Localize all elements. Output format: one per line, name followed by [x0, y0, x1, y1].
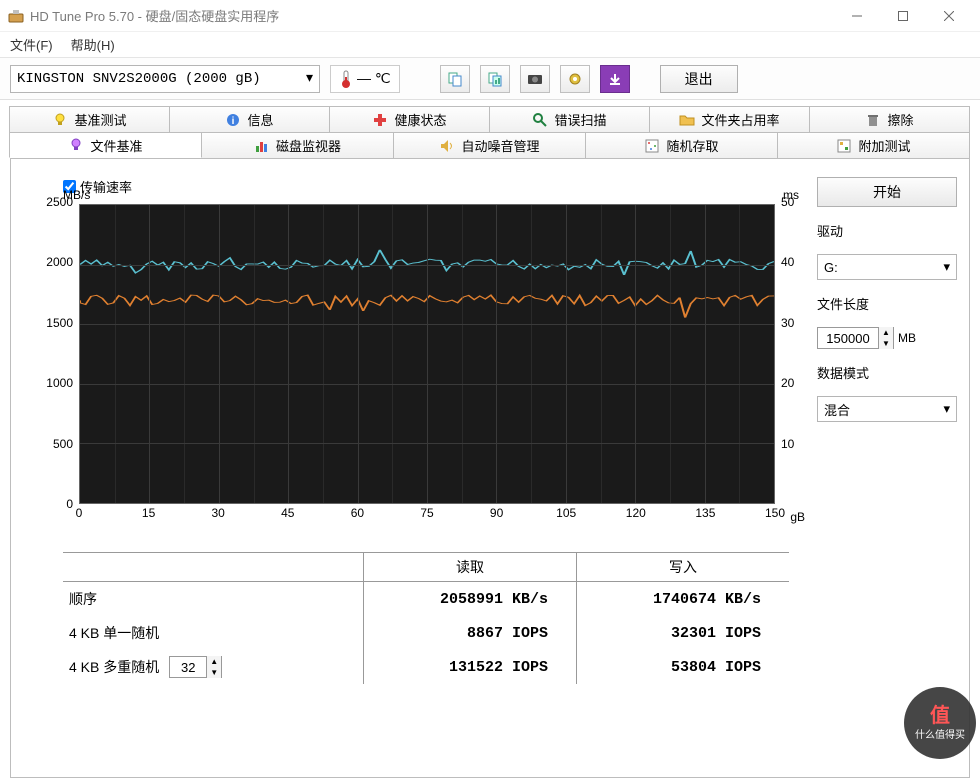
menu-help[interactable]: 帮助(H) [71, 35, 115, 54]
result-row: 4 KB 多重随机▲▼131522 IOPS53804 IOPS [63, 650, 789, 684]
results-header-read: 读取 [363, 553, 576, 581]
x-tick: 0 [76, 506, 83, 520]
chevron-down-icon: ▾ [943, 401, 950, 417]
queue-depth-input[interactable] [170, 660, 206, 675]
close-button[interactable] [926, 0, 972, 32]
settings-button[interactable] [560, 65, 590, 93]
y-left-tick: 1000 [46, 376, 73, 390]
thermometer-icon [339, 69, 353, 89]
tab-文件夹占用率[interactable]: 文件夹占用率 [649, 106, 810, 132]
y-right-tick: 50 [781, 195, 794, 209]
menubar: 文件(F) 帮助(H) [0, 32, 980, 58]
tab-错误扫描[interactable]: 错误扫描 [489, 106, 650, 132]
results-header-write: 写入 [576, 553, 789, 581]
x-tick: 120 [626, 506, 646, 520]
x-tick: 105 [556, 506, 576, 520]
x-tick: 75 [420, 506, 433, 520]
tab-基准测试[interactable]: 基准测试 [9, 106, 170, 132]
titlebar: HD Tune Pro 5.70 - 硬盘/固态硬盘实用程序 [0, 0, 980, 32]
y-left-tick: 0 [66, 497, 73, 511]
spin-down-icon[interactable]: ▼ [879, 338, 893, 349]
y-left-tick: 2500 [46, 195, 73, 209]
transfer-rate-checkbox[interactable]: 传输速率 [63, 177, 799, 196]
y-right-tick: 30 [781, 316, 794, 330]
copy-button[interactable] [440, 65, 470, 93]
x-tick: 15 [142, 506, 155, 520]
x-tick: 45 [281, 506, 294, 520]
drive-combo[interactable]: G:▾ [817, 254, 957, 280]
queue-depth-spinner[interactable]: ▲▼ [169, 656, 222, 678]
tab-附加测试[interactable]: 附加测试 [777, 132, 970, 158]
drive-select-value: KINGSTON SNV2S2000G (2000 gB) [17, 71, 261, 87]
tab-文件基准[interactable]: 文件基准 [9, 132, 202, 158]
y-right-tick: 40 [781, 255, 794, 269]
x-tick: 60 [351, 506, 364, 520]
spin-up-icon[interactable]: ▲ [879, 327, 893, 338]
chevron-down-icon: ▾ [306, 70, 313, 87]
save-button[interactable] [600, 65, 630, 93]
y-left-tick: 2000 [46, 255, 73, 269]
data-mode-combo[interactable]: 混合▾ [817, 396, 957, 422]
x-tick: 150 [765, 506, 785, 520]
spin-down-icon[interactable]: ▼ [207, 667, 221, 678]
results-table: 读取 写入 顺序2058991 KB/s1740674 KB/s4 KB 单一随… [63, 552, 789, 684]
start-button[interactable]: 开始 [817, 177, 957, 207]
y-right-tick: 20 [781, 376, 794, 390]
drive-label: 驱动 [817, 221, 957, 240]
window-title: HD Tune Pro 5.70 - 硬盘/固态硬盘实用程序 [30, 6, 834, 25]
tab-健康状态[interactable]: 健康状态 [329, 106, 490, 132]
tab-磁盘监视器[interactable]: 磁盘监视器 [201, 132, 394, 158]
y-right-tick: 10 [781, 437, 794, 451]
x-tick: 135 [695, 506, 715, 520]
tab-信息[interactable]: i信息 [169, 106, 330, 132]
chart: MB/s ms 05001000150020002500 1020304050 … [23, 202, 799, 522]
spin-up-icon[interactable]: ▲ [207, 656, 221, 667]
x-tick: 90 [490, 506, 503, 520]
maximize-button[interactable] [880, 0, 926, 32]
chevron-down-icon: ▾ [943, 259, 950, 275]
file-length-label: 文件长度 [817, 294, 957, 313]
x-tick: 30 [212, 506, 225, 520]
tab-擦除[interactable]: 擦除 [809, 106, 970, 132]
menu-file[interactable]: 文件(F) [10, 35, 53, 54]
tabs: 基准测试i信息健康状态错误扫描文件夹占用率擦除 文件基准磁盘监视器自动噪音管理随… [10, 106, 970, 158]
screenshot-button[interactable] [520, 65, 550, 93]
content-panel: 传输速率 MB/s ms 05001000150020002500 102030… [10, 158, 970, 778]
file-length-spinner[interactable]: ▲▼ [817, 327, 894, 349]
sidebar: 开始 驱动 G:▾ 文件长度 ▲▼ MB 数据模式 混合▾ [817, 177, 957, 765]
toolbar: KINGSTON SNV2S2000G (2000 gB) ▾ — ℃ 退出 [0, 58, 980, 100]
exit-button[interactable]: 退出 [660, 65, 738, 93]
temperature-display: — ℃ [330, 65, 400, 93]
result-row: 4 KB 单一随机8867 IOPS32301 IOPS [63, 616, 789, 650]
drive-select[interactable]: KINGSTON SNV2S2000G (2000 gB) ▾ [10, 65, 320, 93]
file-length-unit: MB [898, 331, 916, 345]
data-mode-label: 数据模式 [817, 363, 957, 382]
watermark: 值 什么值得买 [904, 687, 976, 759]
svg-text:i: i [232, 116, 235, 127]
copy-chart-button[interactable] [480, 65, 510, 93]
tab-随机存取[interactable]: 随机存取 [585, 132, 778, 158]
app-icon [8, 8, 24, 24]
y-left-tick: 500 [53, 437, 73, 451]
x-axis-unit: gB [790, 510, 805, 524]
result-row: 顺序2058991 KB/s1740674 KB/s [63, 582, 789, 616]
minimize-button[interactable] [834, 0, 880, 32]
y-left-tick: 1500 [46, 316, 73, 330]
tab-自动噪音管理[interactable]: 自动噪音管理 [393, 132, 586, 158]
file-length-input[interactable] [818, 331, 878, 346]
